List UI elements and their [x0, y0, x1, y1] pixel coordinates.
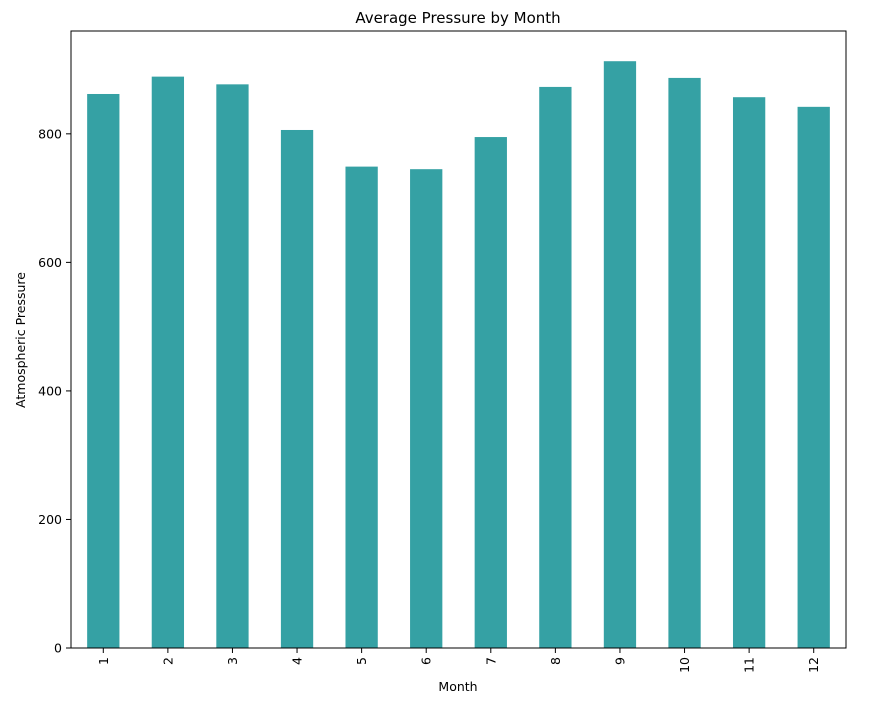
x-tick-label: 3: [225, 657, 240, 665]
y-axis-label: Atmospheric Pressure: [13, 272, 28, 408]
x-tick-label: 1: [96, 657, 111, 665]
bar-month-6: [410, 169, 443, 648]
x-tick-label: 7: [483, 657, 498, 665]
bar-month-4: [280, 129, 314, 649]
x-tick-label: 5: [354, 657, 369, 665]
bar-month-10: [668, 77, 701, 649]
y-axis: 0 200 400 600 800: [38, 126, 71, 656]
bar-month-2: [151, 76, 185, 648]
x-tick-label: 4: [290, 657, 305, 665]
y-tick-label: 600: [38, 255, 62, 270]
x-tick-label: 12: [806, 657, 821, 673]
bar-month-12: [797, 106, 830, 649]
plot-frame: [70, 30, 847, 649]
x-tick-label: 2: [160, 657, 175, 665]
x-axis: 1 2 3 4 5 6 7 8 9 10 11 12: [96, 648, 821, 673]
x-tick-label: 8: [548, 657, 563, 665]
bar-month-8: [539, 86, 572, 649]
bar-month-9: [603, 61, 637, 648]
x-tick-label: 6: [419, 657, 434, 665]
x-tick-label: 10: [677, 657, 692, 673]
y-tick-label: 400: [38, 383, 62, 398]
y-tick-label: 0: [54, 641, 62, 656]
bar-month-11: [732, 97, 766, 648]
x-tick-label: 9: [612, 657, 627, 665]
plot-area: [87, 61, 830, 649]
bar-month-7: [474, 137, 507, 649]
bar-month-1: [87, 93, 120, 649]
bar-month-5: [345, 166, 378, 649]
x-axis-label: Month: [438, 679, 477, 694]
bar-month-3: [216, 84, 249, 649]
chart-title: Average Pressure by Month: [355, 9, 560, 27]
y-tick-label: 200: [38, 512, 62, 527]
y-tick-label: 800: [38, 126, 62, 141]
x-tick-label: 11: [742, 657, 757, 673]
